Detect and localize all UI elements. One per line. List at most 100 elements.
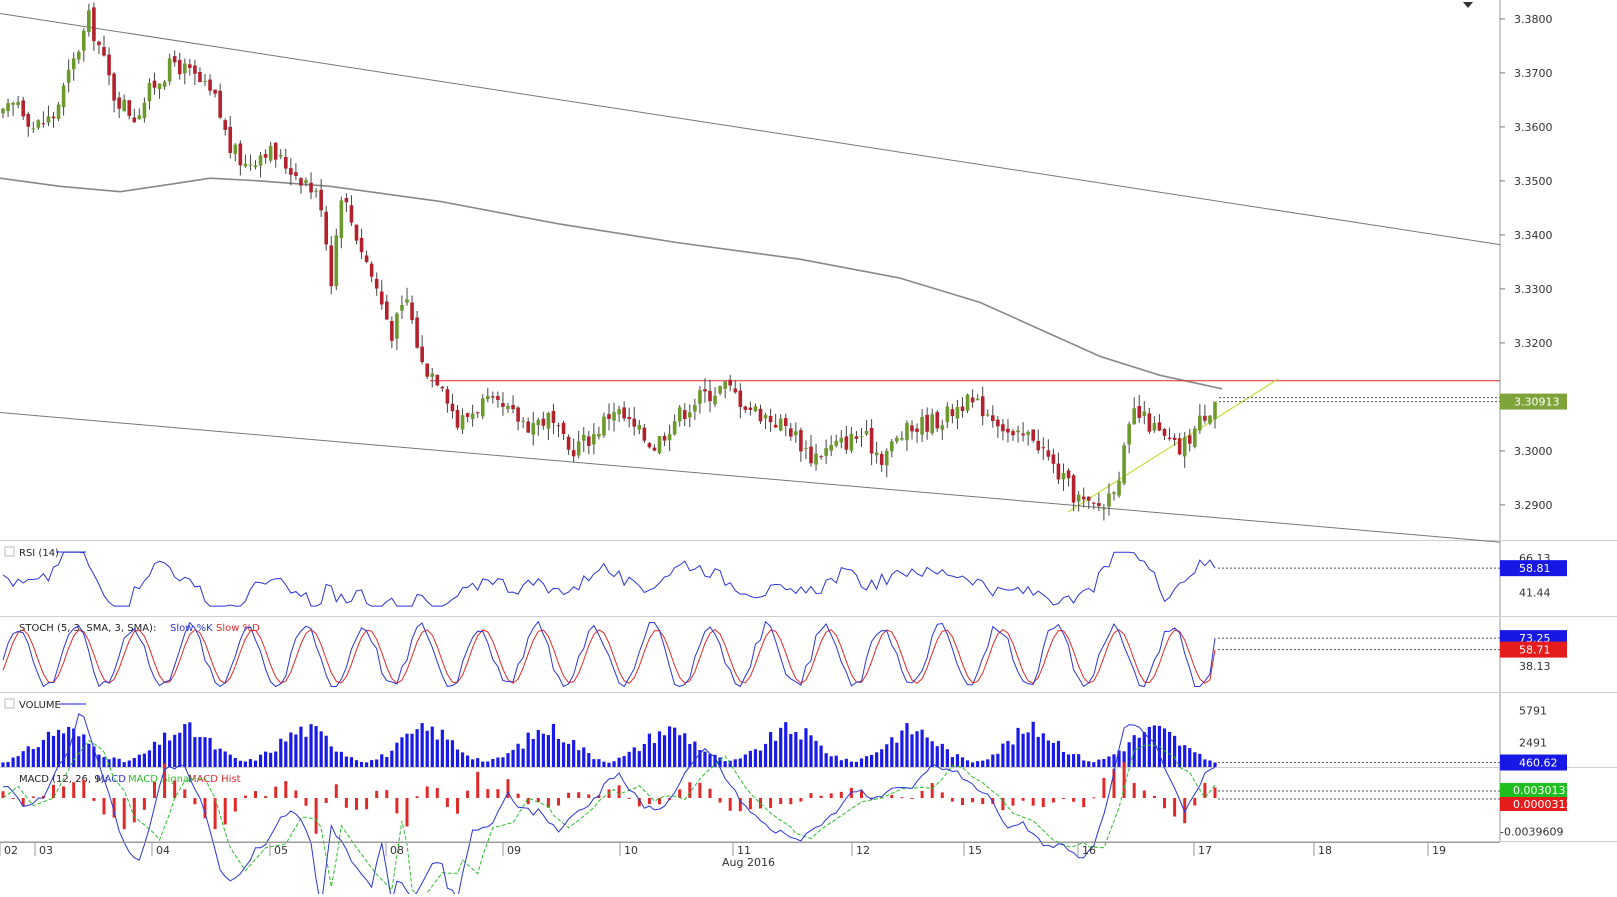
macd-hist-bar [890, 794, 894, 798]
x-day-label: 05 [274, 844, 288, 857]
candle-body [359, 237, 364, 253]
volume-bar [546, 735, 550, 767]
x-day-label: 18 [1318, 844, 1332, 857]
volume-bar [67, 726, 71, 767]
macd-hist-bar [1173, 798, 1177, 817]
candle-body [723, 381, 727, 389]
volume-bar [208, 737, 212, 767]
candle-body [890, 441, 894, 452]
candle-body [526, 421, 530, 433]
macd-hist-bar [910, 798, 914, 799]
volume-bar [435, 739, 439, 767]
candle-body [884, 451, 889, 466]
candle-body [289, 168, 293, 175]
candle-body [900, 438, 904, 440]
candle-body [1127, 424, 1131, 445]
volume-bar [1193, 752, 1197, 767]
candle-body [561, 422, 566, 435]
candle-body [571, 450, 576, 457]
moving-average-line [0, 177, 1223, 390]
macd-hist-bar [1203, 782, 1207, 798]
volume-title: VOLUME [19, 700, 61, 711]
x-day-label: 17 [1198, 844, 1212, 857]
macd-hist-bar [92, 798, 96, 801]
macd-hist-bar [961, 798, 964, 806]
volume-bar [471, 759, 475, 767]
macd-hist-bar [445, 798, 449, 807]
channel-lower-line [0, 412, 1501, 543]
candle-body [657, 436, 662, 454]
volume-bar [647, 733, 651, 767]
volume-bar [36, 747, 40, 767]
volume-bar [380, 754, 384, 767]
macd-hist-bar [274, 786, 278, 798]
volume-bar [981, 760, 985, 767]
volume-bar [72, 728, 76, 767]
volume-bar [516, 743, 520, 767]
candle-body [435, 374, 440, 386]
macd-hist-bar [112, 798, 116, 818]
candle-body [809, 446, 813, 464]
volume-bar [971, 762, 975, 767]
candle-body [420, 346, 424, 363]
rsi-last-label: 58.81 [1519, 562, 1551, 575]
candle-body [1081, 496, 1086, 500]
macd-hist-bar [658, 798, 661, 805]
candle-body [728, 379, 732, 386]
candle-body [864, 430, 869, 435]
volume-bar [455, 749, 460, 767]
volume-bar [491, 758, 495, 767]
volume-bar [763, 743, 768, 767]
macd-hist-bar [264, 796, 268, 798]
macd-hist-bar [334, 784, 338, 798]
candle-body [1187, 435, 1192, 444]
candle-body [1147, 413, 1152, 432]
candle-body [410, 302, 414, 321]
macd-hist-bar [41, 795, 45, 798]
macd-hist-bar [314, 798, 318, 834]
rsi-last-badge [1500, 560, 1567, 577]
volume-bar [1198, 753, 1202, 767]
volume-bar [26, 746, 30, 767]
volume-bar [920, 729, 924, 767]
candle-body [859, 436, 864, 438]
candle-body [97, 41, 101, 46]
candle-body [440, 386, 445, 389]
macd-hist-bar [1132, 782, 1136, 798]
macd-hist-bar [860, 790, 863, 798]
volume-bar [789, 733, 793, 767]
candle-body [905, 422, 909, 441]
candle-body [56, 104, 61, 119]
candle-body [395, 313, 399, 339]
volume-bar [430, 726, 434, 767]
volume-bar [269, 752, 273, 767]
candle-body [238, 143, 243, 166]
macd-hist-bar [243, 795, 247, 798]
macd-hist-bar [981, 798, 985, 804]
volume-bar [152, 741, 157, 767]
volume-bar [16, 756, 20, 767]
volume-bar [657, 731, 662, 767]
candle-body [374, 278, 379, 289]
macd-last-badge [1500, 783, 1567, 797]
stoch-d-badge [1500, 641, 1567, 658]
candle-body [11, 102, 15, 105]
candle-body [455, 409, 460, 428]
volume-bar [203, 737, 207, 767]
x-period-label: Aug 2016 [722, 856, 775, 869]
volume-bar [511, 749, 515, 767]
candle-body [935, 412, 940, 429]
candle-body [233, 144, 238, 154]
volume-bar [142, 753, 146, 767]
macd-hist-bar [31, 796, 35, 798]
candle-body [910, 425, 914, 432]
macd-hist-bar [284, 781, 288, 798]
candle-body [142, 102, 147, 119]
stoch-tick-label: 38.13 [1519, 660, 1551, 673]
candle-body [6, 103, 10, 112]
volume-bar [501, 757, 505, 767]
candle-body [157, 83, 162, 89]
volume-bar [476, 758, 480, 767]
volume-bar [183, 724, 187, 767]
candle-body [1006, 428, 1010, 433]
